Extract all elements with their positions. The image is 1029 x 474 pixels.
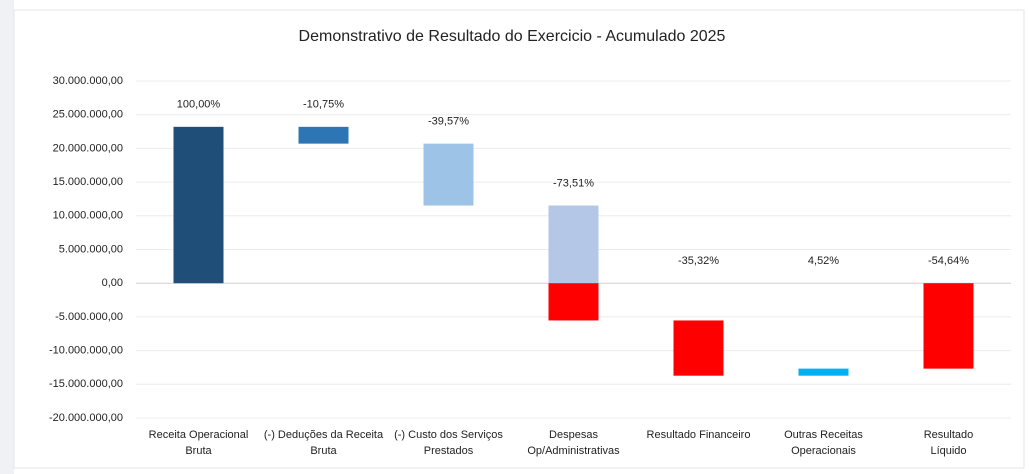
- x-tick-label: Resultado Financeiro: [647, 429, 751, 441]
- chart-title: Demonstrativo de Resultado do Exercicio …: [299, 28, 726, 45]
- y-tick-label: -15.000.000,00: [49, 378, 123, 390]
- y-tick-label: -5.000.000,00: [55, 311, 123, 323]
- x-tick-label: Bruta: [185, 445, 212, 457]
- x-tick-label: Resultado: [924, 429, 974, 441]
- y-tick-label: -10.000.000,00: [49, 345, 123, 357]
- data-label: -10,75%: [303, 99, 344, 111]
- y-tick-label: 0,00: [102, 277, 123, 289]
- y-tick-label: -20.000.000,00: [49, 412, 123, 424]
- chart-area: [13, 9, 1025, 469]
- bar: [548, 283, 599, 321]
- bar: [548, 205, 599, 284]
- bar: [298, 126, 349, 144]
- x-tick-label: Bruta: [310, 445, 337, 457]
- x-tick-label: Líquido: [930, 445, 966, 457]
- y-tick-label: 5.000.000,00: [59, 243, 123, 255]
- data-label: 100,00%: [177, 99, 221, 111]
- y-tick-label: 20.000.000,00: [53, 142, 123, 154]
- x-tick-label: (-) Deduções da Receita: [264, 429, 384, 441]
- data-label: -35,32%: [678, 255, 719, 267]
- x-tick-label: Op/Administrativas: [527, 445, 620, 457]
- x-tick-label: Outras Receitas: [784, 429, 863, 441]
- data-label: 4,52%: [808, 255, 839, 267]
- y-tick-label: 10.000.000,00: [53, 210, 123, 222]
- side-frame: [0, 0, 14, 474]
- bar: [923, 283, 974, 369]
- y-tick-label: 25.000.000,00: [53, 109, 123, 121]
- x-tick-label: Despesas: [549, 429, 598, 441]
- bar: [423, 143, 474, 206]
- bar: [173, 126, 224, 284]
- x-tick-label: Operacionais: [791, 445, 856, 457]
- bar: [673, 320, 724, 376]
- x-tick-label: Prestados: [424, 445, 474, 457]
- y-tick-label: 15.000.000,00: [53, 176, 123, 188]
- y-tick-label: 30.000.000,00: [53, 75, 123, 87]
- data-label: -39,57%: [428, 116, 469, 128]
- data-label: -73,51%: [553, 177, 594, 189]
- bar: [798, 368, 849, 376]
- x-tick-label: Receita Operacional: [149, 429, 249, 441]
- x-tick-label: (-) Custo dos Serviços: [394, 429, 503, 441]
- data-label: -54,64%: [928, 255, 969, 267]
